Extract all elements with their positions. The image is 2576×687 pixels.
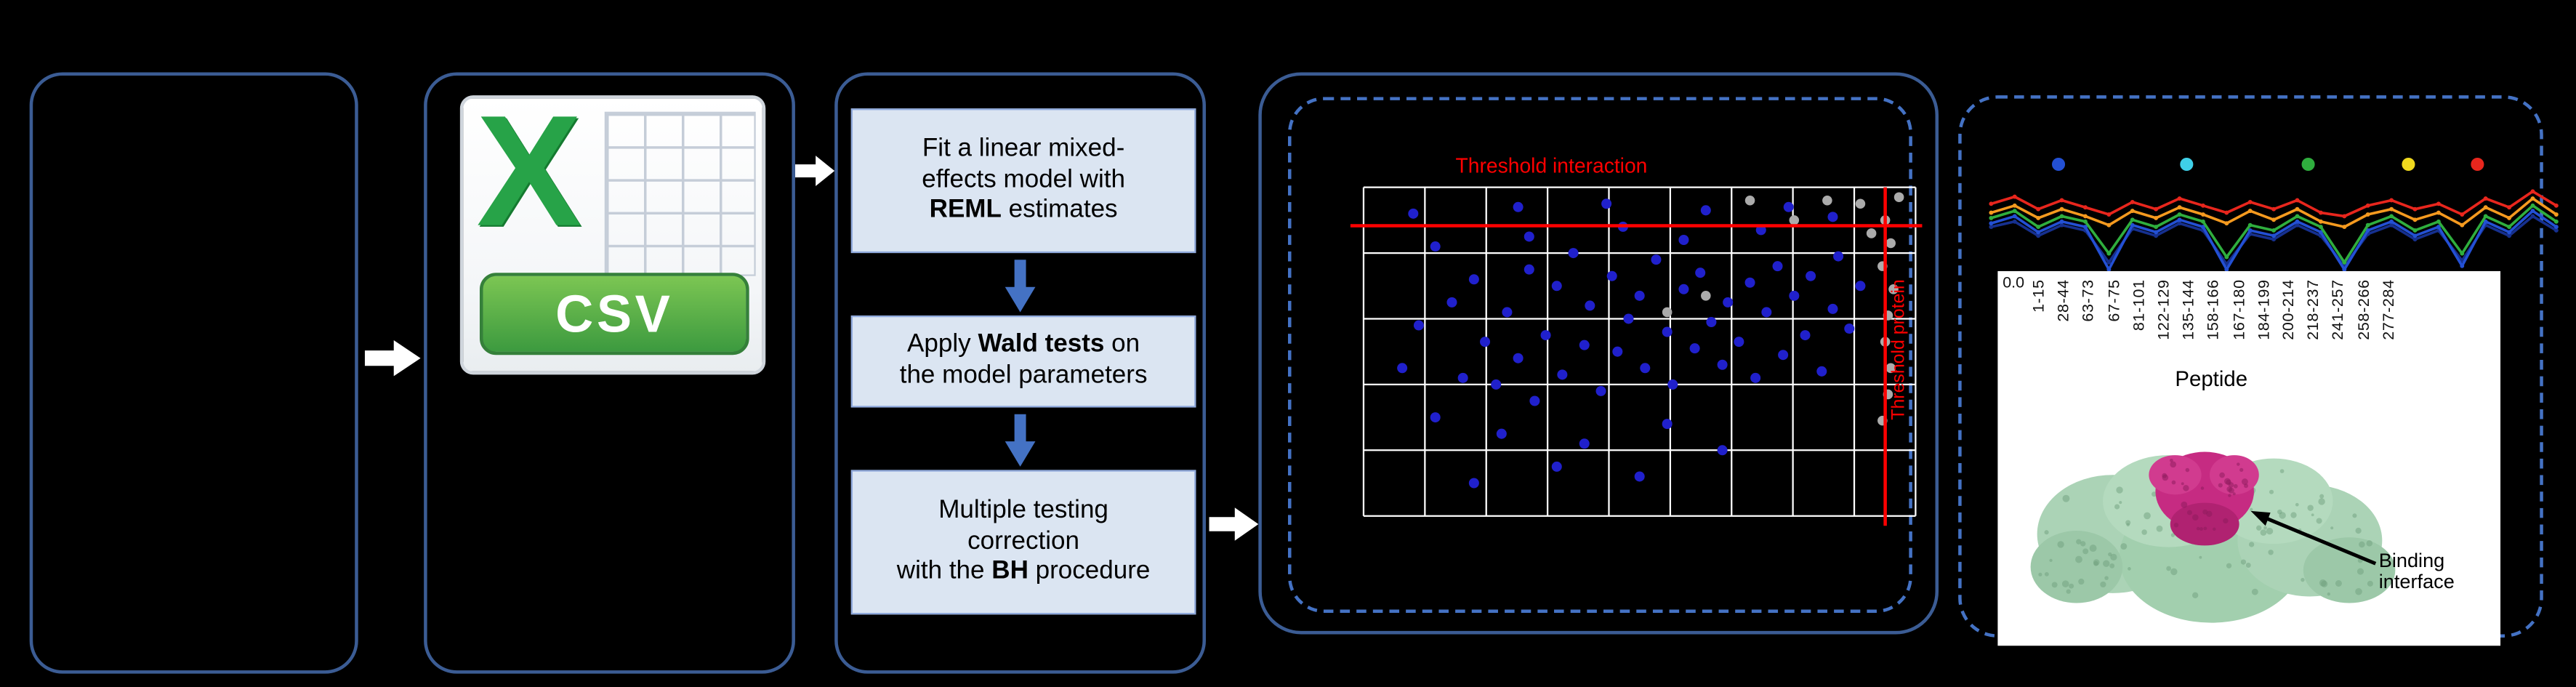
step-wald-tests: Apply Wald tests on the model parameters bbox=[850, 315, 1196, 408]
down-arrow-1-icon bbox=[1005, 260, 1036, 313]
peptide-profile-chart bbox=[1989, 157, 2559, 272]
csv-banner: CSV bbox=[479, 273, 749, 355]
flow-arrow-3-icon bbox=[1209, 507, 1259, 541]
step-fit-model: Fit a linear mixed- effects model with R… bbox=[850, 108, 1196, 254]
peptide-tick-label: 63-73 bbox=[2080, 279, 2099, 322]
binding-region bbox=[2149, 451, 2259, 546]
peptide-tick-label: 28-44 bbox=[2055, 279, 2074, 322]
threshold-protein-label: Threshold protein bbox=[1889, 279, 1909, 420]
peptide-tick-label: 167-180 bbox=[2230, 279, 2249, 340]
peptide-tick-label: 1-15 bbox=[2030, 279, 2049, 313]
csv-file-icon: X CSV bbox=[459, 84, 766, 375]
peptide-axis-label: Peptide bbox=[2175, 366, 2248, 391]
flow-arrow-2-icon bbox=[794, 156, 835, 186]
threshold-scatter-plot bbox=[1350, 186, 1923, 526]
input-data-box bbox=[29, 72, 358, 674]
binding-arrow-icon bbox=[2250, 510, 2377, 566]
step-bh-correction-text: Multiple testing correction with the BH … bbox=[896, 495, 1151, 586]
threshold-plot-box: Threshold interaction Threshold protein bbox=[1258, 72, 1939, 635]
step-bh-correction: Multiple testing correction with the BH … bbox=[850, 470, 1196, 615]
peptide-tick-label: 158-166 bbox=[2205, 279, 2223, 340]
peptide-tick-label: 184-199 bbox=[2255, 279, 2274, 340]
binding-interface-label: Binding interface bbox=[2378, 548, 2455, 594]
protein-structure bbox=[2030, 451, 2396, 623]
peptide-tick-label: 122-129 bbox=[2155, 279, 2174, 340]
csv-banner-label: CSV bbox=[555, 283, 674, 343]
peptide-tick-labels: 1-15 28-44 63-73 67-75 81-101 122-129 135-144 1… bbox=[1997, 271, 2500, 370]
step-wald-tests-text: Apply Wald tests on the model parameters bbox=[899, 330, 1148, 390]
threshold-interaction-label: Threshold interaction bbox=[1455, 154, 1648, 178]
threshold-plot-dashed-frame bbox=[1288, 97, 1912, 614]
peptide-tick-label: 81-101 bbox=[2130, 279, 2149, 332]
step-fit-model-text: Fit a linear mixed- effects model with R… bbox=[922, 134, 1125, 225]
peptide-panel: 0.0 1-15 28-44 63-73 67-75 81-101 122-129 135-… bbox=[1997, 270, 2501, 646]
excel-x-icon: X bbox=[476, 84, 582, 260]
peptide-tick-label: 135-144 bbox=[2180, 279, 2199, 340]
peptide-tick-label: 241-257 bbox=[2330, 279, 2348, 340]
csv-file-box: X CSV bbox=[424, 72, 795, 674]
binding-region-texture bbox=[2162, 458, 2248, 531]
peptide-tick-label: 258-266 bbox=[2355, 279, 2374, 340]
peptide-tick-label: 218-237 bbox=[2305, 279, 2324, 340]
peptide-result-box: 0.0 1-15 28-44 63-73 67-75 81-101 122-129 135-… bbox=[1958, 95, 2559, 646]
down-arrow-2-icon bbox=[1005, 414, 1036, 467]
y-axis-tick: 0.0 bbox=[2003, 274, 2025, 293]
spreadsheet-grid-icon bbox=[604, 111, 756, 276]
stats-workflow-box: Fit a linear mixed- effects model with R… bbox=[834, 72, 1206, 674]
flow-arrow-1-icon bbox=[364, 340, 421, 377]
peptide-tick-label: 67-75 bbox=[2105, 279, 2124, 322]
peptide-tick-label: 200-214 bbox=[2280, 279, 2299, 340]
peptide-tick-label: 277-284 bbox=[2380, 279, 2399, 340]
